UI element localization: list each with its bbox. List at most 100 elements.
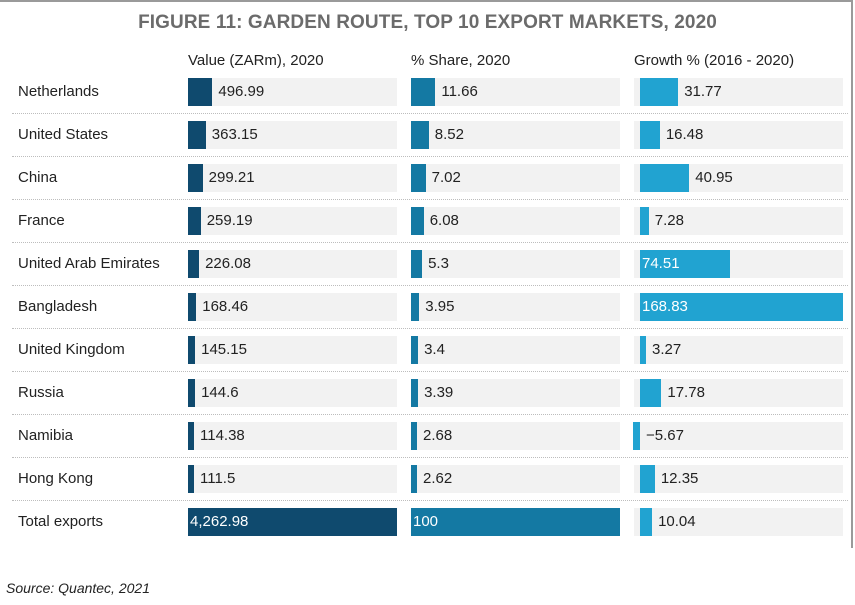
- share-label: 8.52: [434, 126, 464, 143]
- country-label: Total exports: [18, 513, 104, 530]
- table-row: Russia 144.6 3.39 17.78: [12, 372, 848, 415]
- share-cell: 8.52: [411, 121, 620, 149]
- growth-bar: [640, 508, 653, 536]
- value-bar: [188, 422, 194, 450]
- share-label: 2.62: [423, 470, 453, 487]
- growth-cell: 40.95: [634, 164, 843, 192]
- table-row: Netherlands 496.99 11.66 31.77: [12, 71, 848, 114]
- share-bar: [411, 465, 417, 493]
- growth-label: 7.28: [654, 212, 684, 229]
- growth-cell: 10.04: [634, 508, 843, 536]
- value-cell: 496.99: [188, 78, 397, 106]
- country-label: United States: [18, 126, 109, 143]
- growth-bar: [640, 207, 649, 235]
- growth-bar: [640, 379, 662, 407]
- source-note: Source: Quantec, 2021: [6, 580, 150, 596]
- growth-cell: 7.28: [634, 207, 843, 235]
- growth-cell: 16.48: [634, 121, 843, 149]
- share-cell: 11.66: [411, 78, 620, 106]
- growth-bar: [633, 422, 640, 450]
- value-cell: 168.46: [188, 293, 397, 321]
- growth-cell: 12.35: [634, 465, 843, 493]
- share-cell: 2.62: [411, 465, 620, 493]
- share-cell: 7.02: [411, 164, 620, 192]
- growth-label: 74.51: [642, 255, 680, 272]
- growth-label: −5.67: [646, 427, 684, 444]
- share-label: 5.3: [428, 255, 449, 272]
- value-cell: 144.6: [188, 379, 397, 407]
- growth-label: 10.04: [658, 513, 696, 530]
- share-cell: 6.08: [411, 207, 620, 235]
- value-label: 4,262.98: [190, 513, 249, 530]
- growth-label: 168.83: [642, 298, 688, 315]
- country-label: United Arab Emirates: [18, 255, 160, 272]
- growth-label: 3.27: [652, 341, 682, 358]
- value-bar: [188, 164, 203, 192]
- value-cell: 299.21: [188, 164, 397, 192]
- share-label: 2.68: [423, 427, 453, 444]
- growth-cell: −5.67: [633, 422, 843, 450]
- country-label: France: [18, 212, 65, 229]
- value-cell: 259.19: [188, 207, 397, 235]
- table-row: United Arab Emirates 226.08 5.3 74.51: [12, 243, 848, 286]
- share-bar: [411, 336, 419, 364]
- value-cell: 4,262.98: [188, 508, 397, 536]
- share-label: 11.66: [441, 83, 478, 100]
- value-bar: [188, 336, 196, 364]
- value-label: 259.19: [206, 212, 253, 229]
- table-row: United Kingdom 145.15 3.4 3.27: [12, 329, 848, 372]
- value-label: 114.38: [200, 427, 245, 444]
- row-separator: [12, 156, 848, 157]
- growth-label: 16.48: [665, 126, 704, 143]
- value-label: 363.15: [211, 126, 258, 143]
- row-separator: [12, 371, 848, 372]
- chart-title: FIGURE 11: GARDEN ROUTE, TOP 10 EXPORT M…: [138, 12, 717, 33]
- growth-label: 40.95: [695, 169, 733, 186]
- value-bar: [188, 465, 194, 493]
- row-separator: [12, 500, 848, 501]
- growth-bar: [640, 78, 679, 106]
- growth-label: 12.35: [660, 470, 699, 487]
- share-bar: [411, 293, 420, 321]
- growth-cell: 168.83: [634, 293, 843, 321]
- table-row: Hong Kong 111.5 2.62 12.35: [12, 458, 848, 501]
- country-label: Bangladesh: [18, 298, 98, 315]
- table-row: France 259.19 6.08 7.28: [12, 200, 848, 243]
- growth-cell: 31.77: [634, 78, 843, 106]
- value-bar: [188, 379, 196, 407]
- share-bar: [411, 207, 424, 235]
- table-row: United States 363.15 8.52 16.48: [12, 114, 848, 157]
- column-header-share: % Share, 2020: [411, 52, 511, 69]
- share-bar: [411, 164, 426, 192]
- value-bar: [188, 293, 197, 321]
- growth-bar: [640, 465, 655, 493]
- country-label: Hong Kong: [18, 470, 94, 487]
- value-label: 111.5: [200, 470, 236, 487]
- value-bar: [188, 78, 213, 106]
- row-separator: [12, 328, 848, 329]
- value-label: 144.6: [201, 384, 239, 401]
- share-cell: 3.4: [411, 336, 620, 364]
- country-label: China: [18, 169, 58, 186]
- figure-frame: [0, 0, 853, 548]
- growth-bar: [640, 293, 843, 321]
- value-label: 226.08: [205, 255, 251, 272]
- country-label: United Kingdom: [18, 341, 125, 358]
- share-bar: [411, 250, 423, 278]
- growth-label: 31.77: [684, 83, 722, 100]
- column-header-value: Value (ZARm), 2020: [188, 52, 324, 69]
- country-label: Namibia: [18, 427, 74, 444]
- value-label: 145.15: [201, 341, 247, 358]
- row-separator: [12, 199, 848, 200]
- share-cell: 100: [411, 508, 620, 536]
- value-cell: 363.15: [188, 121, 397, 149]
- country-label: Russia: [18, 384, 64, 401]
- share-label: 6.08: [429, 212, 459, 229]
- growth-cell: 3.27: [634, 336, 843, 364]
- growth-bar: [640, 121, 660, 149]
- share-label: 3.95: [425, 298, 455, 315]
- table-row: Total exports 4,262.98 100 10.04: [12, 501, 848, 544]
- share-bar: [411, 508, 620, 536]
- row-separator: [12, 242, 848, 243]
- growth-bar: [640, 250, 730, 278]
